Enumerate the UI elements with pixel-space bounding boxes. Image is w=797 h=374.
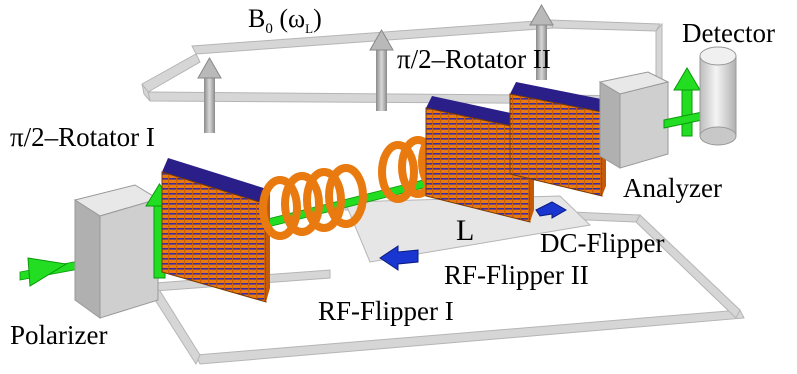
dc-flipper-arrow [535,201,568,219]
field-arrows [197,3,554,133]
field-label: B0 (ωL) [248,4,322,38]
detector-cylinder [699,46,737,146]
rf-flipper-1-label: RF-Flipper I [318,296,454,326]
rotator-1-label: π/2–Rotator I [10,122,155,152]
polarizer-box [73,184,160,319]
rotator-2 [425,82,606,223]
analyzer-box [598,71,670,169]
rotator-2-label: π/2–Rotator II [397,44,551,74]
coil-1 [259,164,367,240]
field-arrow-1 [197,56,222,133]
detector-label: Detector [682,18,775,48]
beam-arrowhead [27,257,68,287]
analyzer-label: Analyzer [623,173,722,203]
rotator-1 [161,158,270,303]
rf-flipper-2-label: RF-Flipper II [444,260,589,290]
polarizer-label: Polarizer [10,320,108,350]
dc-flipper-label: DC-Flipper [540,228,665,258]
rf-flipper-arrow [379,245,419,271]
length-label: L [456,214,475,247]
field-arrow-3 [529,3,554,80]
field-arrow-2 [369,28,394,111]
